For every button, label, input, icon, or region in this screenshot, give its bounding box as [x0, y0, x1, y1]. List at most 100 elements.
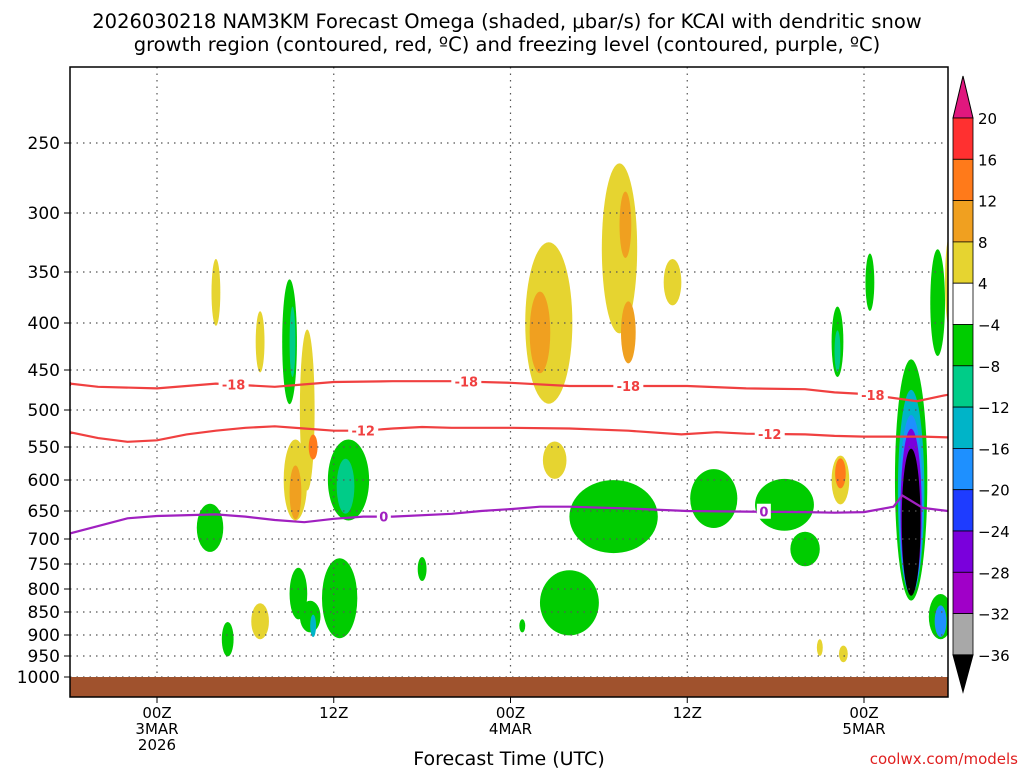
omega-blob: [255, 311, 265, 373]
y-tick-label: 450: [28, 361, 60, 381]
x-tick-label: 4MAR: [489, 720, 532, 738]
x-tick-label: 00Z: [142, 704, 171, 722]
colorbar-segment: [952, 571, 974, 614]
y-tick-label: 300: [28, 204, 60, 224]
colorbar-segment: [952, 365, 974, 408]
credit-text: coolwx.com/models: [870, 750, 1018, 768]
y-tick-label: 900: [28, 626, 60, 646]
x-axis-label: Forecast Time (UTC): [413, 748, 604, 768]
x-tick-label: 00Z: [496, 704, 525, 722]
ground-strip: [70, 677, 948, 697]
contour-line: [70, 425, 948, 443]
contour-line: [70, 380, 948, 403]
omega-blob: [619, 191, 632, 258]
omega-blob: [299, 600, 321, 633]
omega-blob: [308, 434, 318, 460]
colorbar-segment: [952, 447, 974, 491]
omega-blob: [569, 480, 658, 554]
y-tick-label: 1000: [17, 668, 60, 688]
omega-blob: [310, 614, 317, 637]
colorbar-label: 16: [978, 151, 997, 169]
colorbar-label: −8: [978, 358, 1000, 376]
omega-blob: [417, 557, 427, 581]
colorbar-label: −36: [978, 647, 1010, 665]
omega-blob: [663, 259, 682, 306]
y-tick-label: 500: [28, 401, 60, 421]
contour-label: -18: [617, 380, 641, 395]
colorbar-segment: [952, 117, 974, 160]
colorbar-bottom-arrow: [952, 654, 974, 694]
y-tick-label: 650: [28, 502, 60, 522]
omega-blob: [529, 291, 551, 374]
omega-blob: [934, 605, 947, 637]
omega-blob: [945, 239, 948, 325]
omega-blob: [336, 458, 355, 514]
contour-label-bg: [857, 387, 888, 403]
contour-label: -18: [222, 379, 246, 394]
y-tick-label: 850: [28, 603, 60, 623]
colorbar-label: −12: [978, 399, 1010, 417]
omega-blob: [211, 259, 221, 326]
contour-label: -12: [758, 428, 782, 443]
omega-blob: [321, 558, 358, 639]
contour-line: [70, 494, 948, 539]
y-tick-label: 700: [28, 530, 60, 550]
colorbar-segment: [952, 489, 974, 532]
colorbar-label: 8: [978, 234, 988, 252]
omega-blob: [542, 441, 567, 479]
chart-title: 2026030218 NAM3KM Forecast Omega (shaded…: [92, 10, 922, 56]
contour-label-bg: [348, 422, 379, 438]
contour-label: -18: [861, 389, 885, 404]
colorbar-top-arrow: [952, 75, 974, 119]
y-tick-label: 550: [28, 438, 60, 458]
contour-label: 0: [759, 506, 768, 521]
colorbar-segment: [952, 282, 974, 325]
omega-blob: [289, 306, 296, 377]
contour-label-bg: [218, 376, 249, 392]
omega-blob: [251, 603, 269, 640]
contour-label-bg: [756, 503, 771, 519]
omega-blob: [930, 249, 946, 356]
omega-blob: [690, 469, 738, 529]
colorbar-label: −20: [978, 482, 1010, 500]
omega-blob: [865, 253, 875, 311]
x-tick-label: 5MAR: [842, 720, 885, 738]
omega-shading: [196, 163, 948, 663]
y-tick-label: 350: [28, 263, 60, 283]
y-tick-label: 750: [28, 555, 60, 575]
colorbar-segment: [952, 530, 974, 573]
omega-blob: [289, 465, 302, 520]
contour-label-bg: [451, 373, 482, 389]
omega-blob: [835, 458, 846, 489]
y-axis: 250 300 350 400 450 500 550 600 650 700 750 800 850 9…: [17, 134, 70, 688]
y-tick-label: 400: [28, 314, 60, 334]
plot-frame: [69, 66, 949, 698]
colorbar-segment: [952, 241, 974, 284]
colorbar-segment: [952, 406, 974, 449]
contour-label-bg: [613, 378, 644, 393]
omega-blob: [221, 622, 234, 657]
y-tick-label: 600: [28, 471, 60, 491]
colorbar-label: 4: [978, 275, 988, 293]
omega-blob: [519, 619, 526, 633]
colorbar-segment: [952, 613, 974, 656]
y-tick-label: 250: [28, 134, 60, 154]
omega-blob: [539, 570, 599, 636]
contour-label-bg: [376, 508, 391, 524]
omega-blob: [901, 448, 921, 596]
contour-label: -18: [455, 376, 479, 391]
grid-lines: [70, 67, 948, 697]
y-tick-label: 950: [28, 647, 60, 667]
contour-label: -12: [351, 425, 375, 440]
colorbar-segment: [952, 324, 974, 367]
colorbar-label: −24: [978, 523, 1010, 541]
x-tick-label: 00Z: [849, 704, 878, 722]
x-tick-label: 12Z: [319, 704, 348, 722]
omega-blob: [816, 639, 823, 656]
contour-label: 0: [379, 511, 388, 526]
contour-label-bg: [754, 425, 785, 441]
title-line-1: 2026030218 NAM3KM Forecast Omega (shaded…: [92, 10, 922, 33]
y-tick-label: 800: [28, 580, 60, 600]
